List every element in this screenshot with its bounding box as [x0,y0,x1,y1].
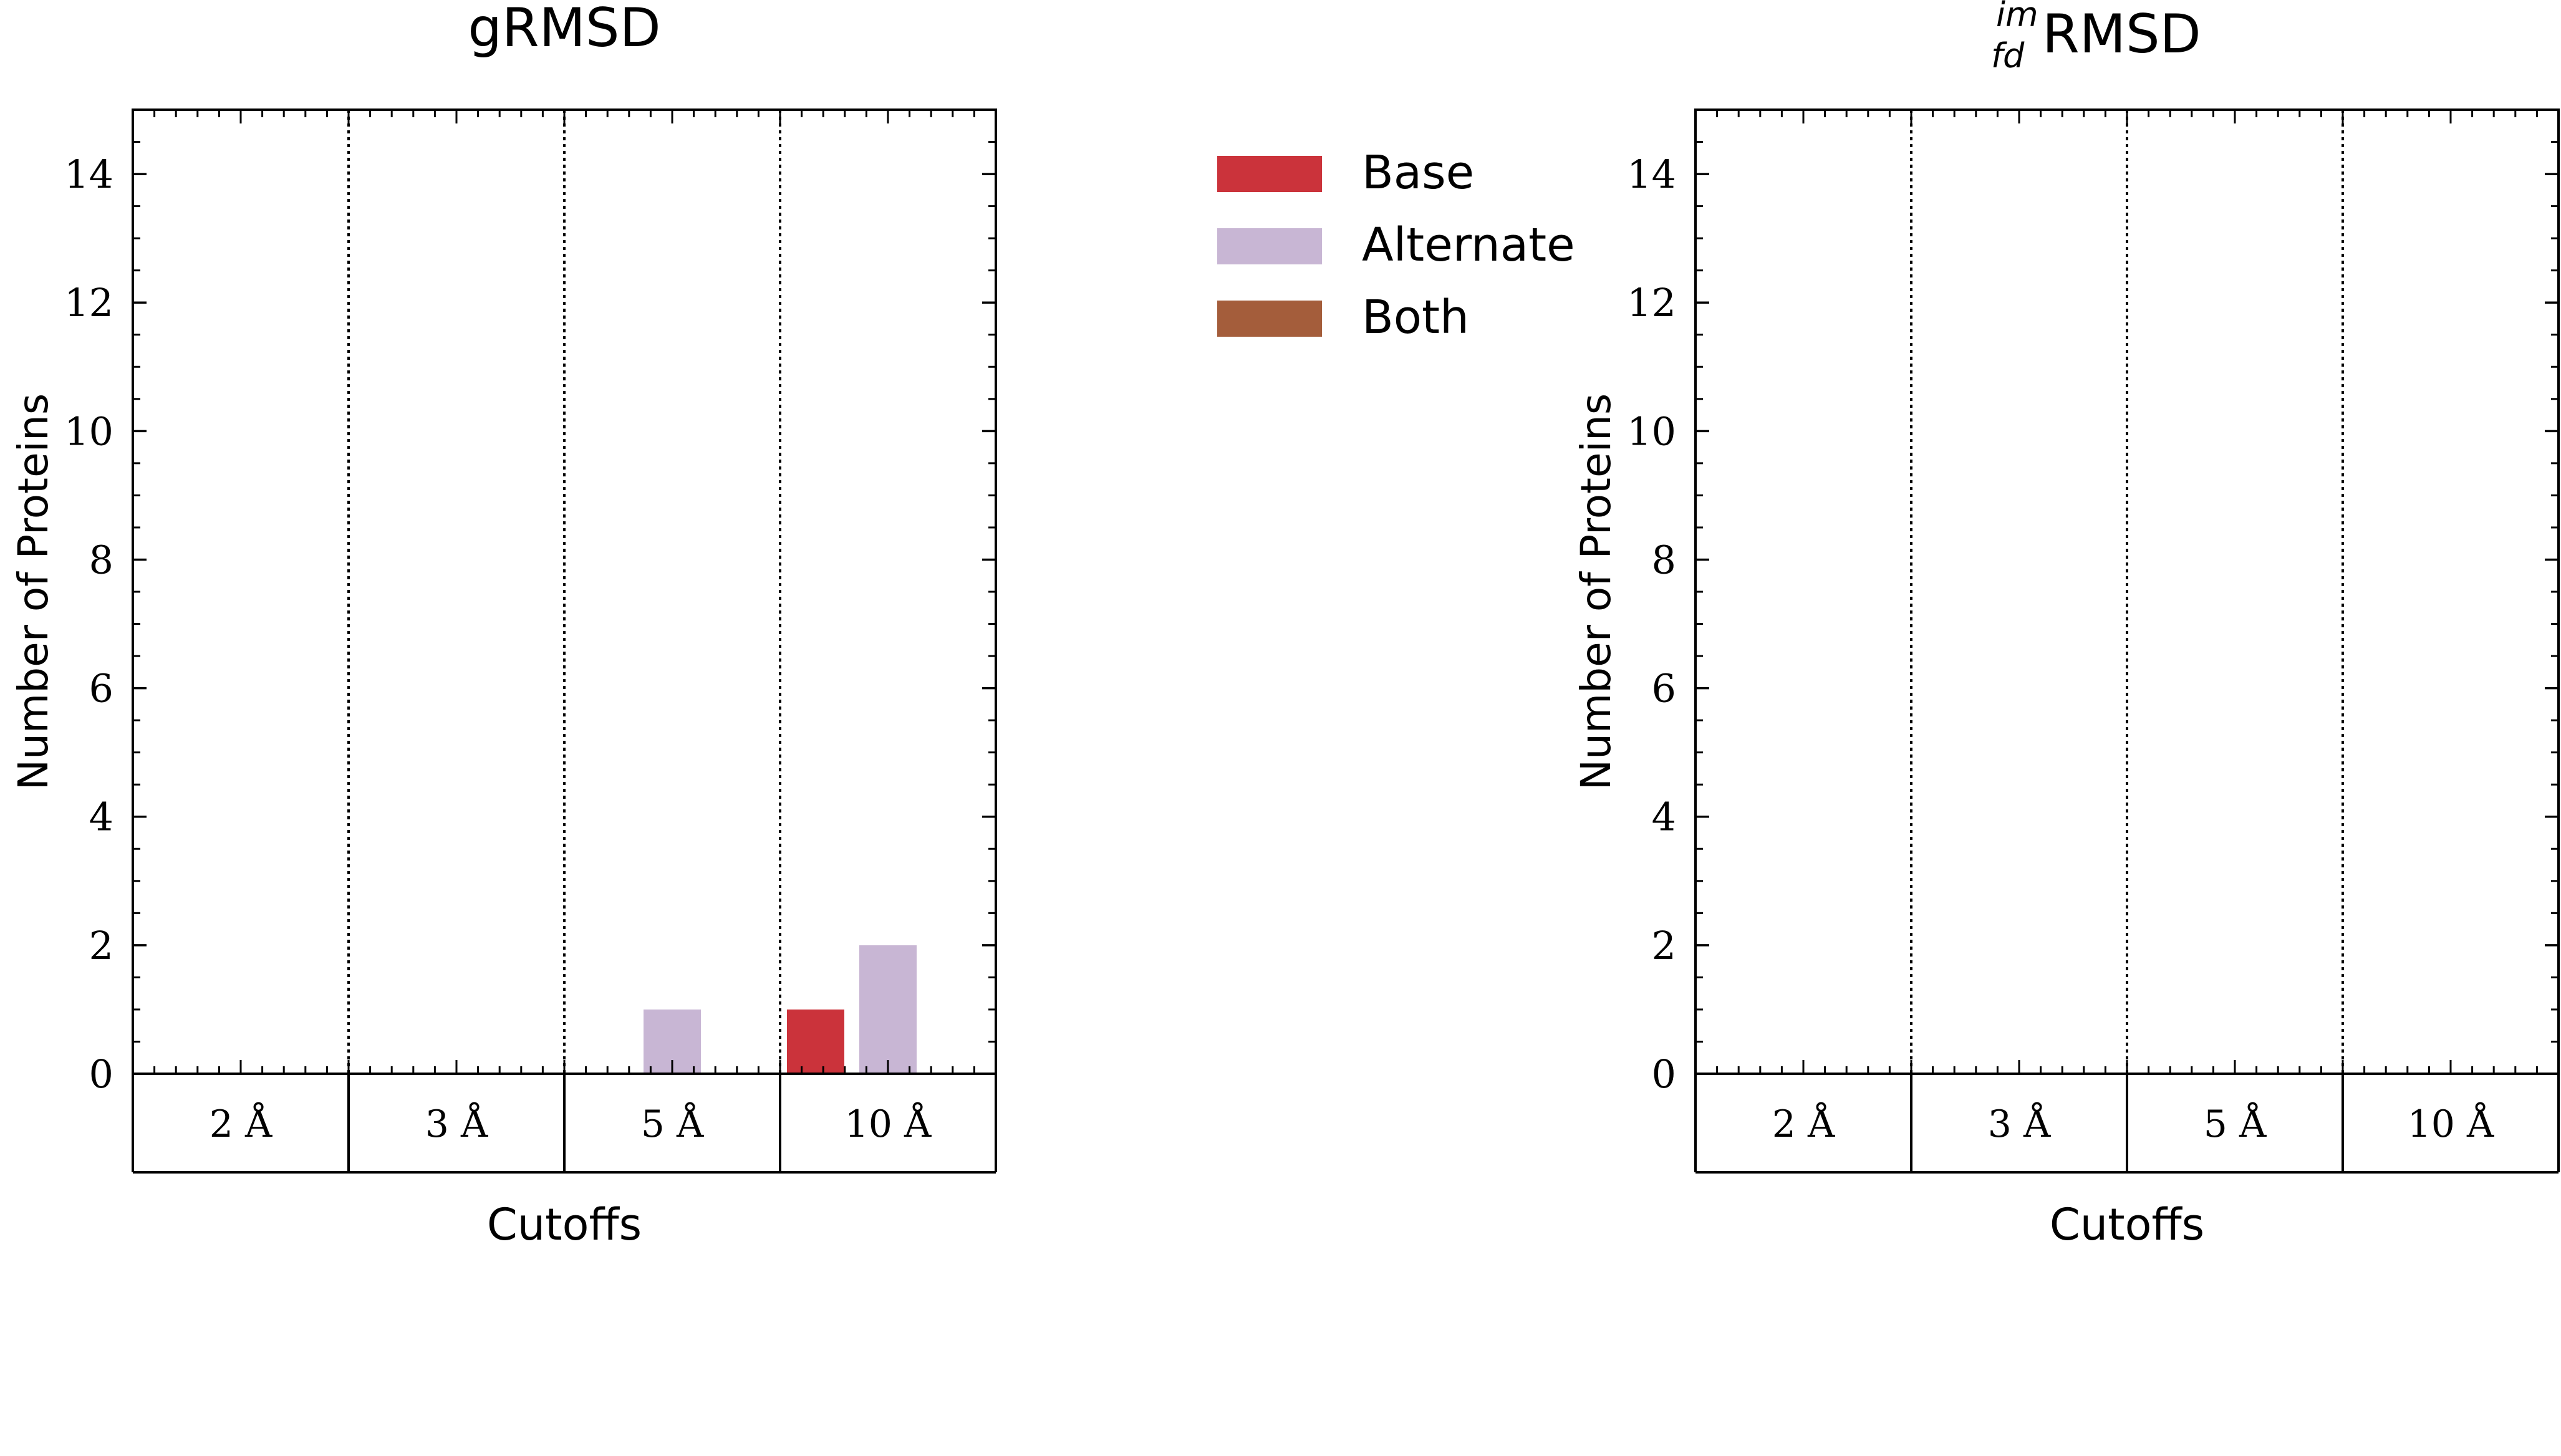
y-tick-label: 14 [64,152,113,197]
y-tick-label: 8 [1652,537,1676,582]
y-tick-label: 0 [1652,1051,1676,1097]
legend-item-alternate: Alternate [1217,218,1575,272]
y-tick-label: 6 [89,666,113,711]
y-tick-label: 2 [89,923,113,968]
chart-title-subscript: fd [1991,36,2025,75]
legend-swatch [1217,228,1322,264]
x-category-label: 3 Å [425,1102,488,1146]
x-category-label: 5 Å [641,1102,704,1146]
y-axis-label: Number of Proteins [9,393,57,790]
y-tick-label: 4 [1652,794,1676,840]
legend-swatch [1217,156,1322,192]
y-tick-label: 2 [1652,923,1676,968]
legend-label: Base [1362,146,1474,200]
x-category-label: 3 Å [1988,1102,2051,1146]
x-category-label: 10 Å [2408,1102,2494,1146]
legend-item-both: Both [1217,291,1469,344]
bar-base-3 [787,1009,844,1074]
y-tick-label: 4 [89,794,113,840]
y-tick-label: 10 [64,408,113,454]
x-category-label: 10 Å [845,1102,932,1146]
legend-label: Both [1362,291,1469,344]
x-category-label: 2 Å [1772,1102,1835,1146]
legend-label: Alternate [1362,218,1575,272]
x-category-label: 5 Å [2204,1102,2267,1146]
y-axis-label: Number of Proteins [1572,393,1620,790]
y-tick-label: 6 [1652,666,1676,711]
chart-title-superscript: im [1996,0,2038,34]
legend-swatch [1217,301,1322,337]
y-tick-label: 14 [1627,152,1676,197]
chart-panel-grmsd: gRMSD 0 2 4 6 8 10 12 14 2 Å 3 Å 5 Å 10 Å Cutoffs Numb… [9,0,997,1250]
y-tick-label: 0 [89,1051,113,1097]
x-axis-label: Cutoffs [487,1199,642,1250]
y-tick-label: 12 [64,280,113,325]
bar-alternate-3 [859,945,917,1074]
x-axis-label: Cutoffs [2050,1199,2204,1250]
legend: Base Alternate Both [1217,146,1575,344]
y-tick-label: 10 [1627,408,1676,454]
x-category-label: 2 Å [210,1102,272,1146]
y-tick-label: 12 [1627,280,1676,325]
y-tick-label: 8 [89,537,113,582]
chart-title: gRMSD [468,0,660,59]
chart-title-main: RMSD [2042,3,2201,65]
legend-item-base: Base [1217,146,1474,200]
